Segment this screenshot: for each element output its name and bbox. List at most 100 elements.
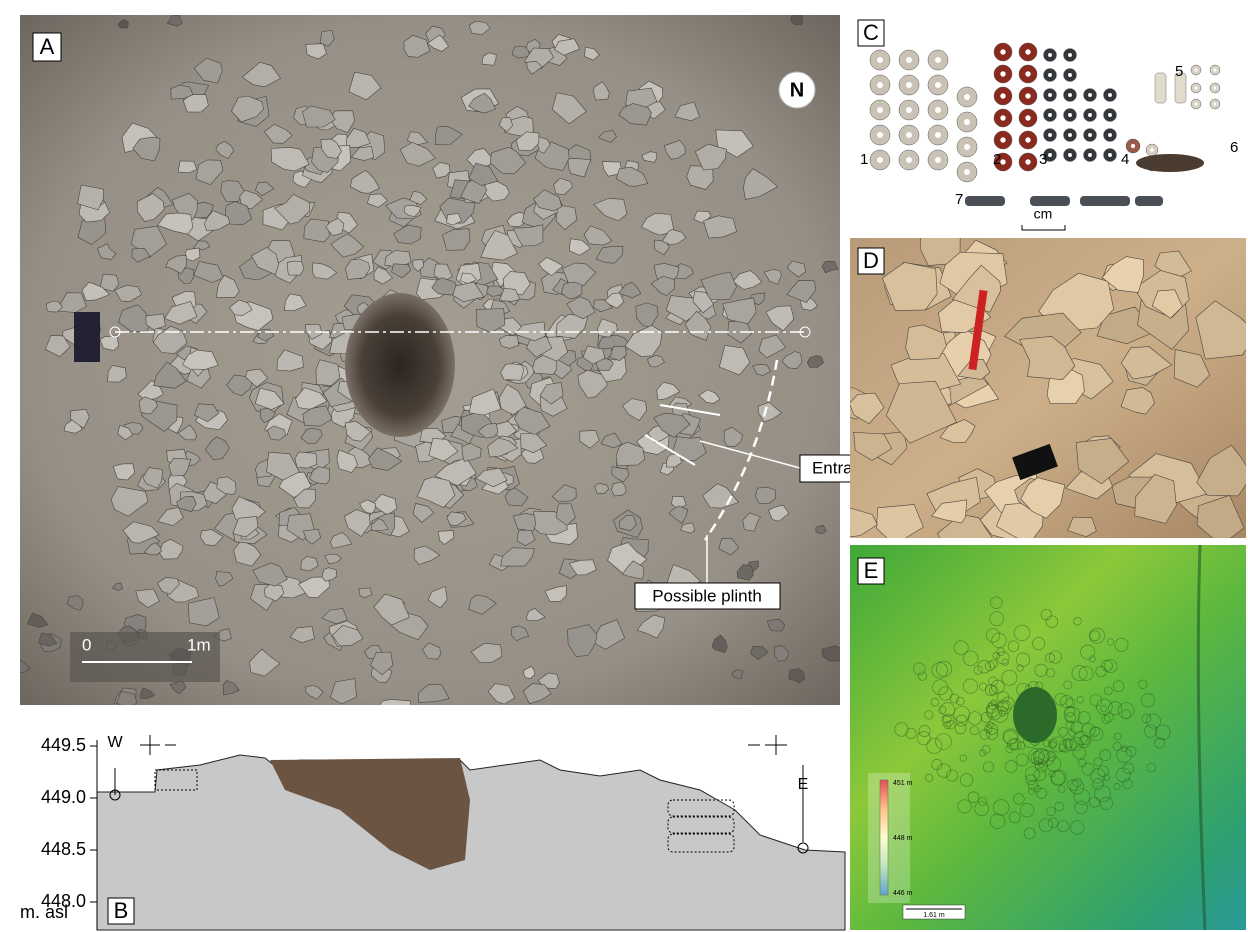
- bead: [1080, 196, 1130, 206]
- legend-label: 446 m: [893, 890, 913, 897]
- bead-hole: [877, 157, 883, 163]
- y-tick-label: 449.0: [41, 787, 86, 807]
- stone: [377, 699, 412, 719]
- bead-hole: [906, 82, 912, 88]
- scale-label: 1.61 m: [923, 912, 945, 919]
- north-label: N: [790, 79, 804, 101]
- bead-hole: [877, 107, 883, 113]
- y-ticks: 449.5449.0448.5448.0: [41, 735, 97, 911]
- group-label: 1: [860, 151, 868, 168]
- bead-hole: [1088, 153, 1092, 157]
- group-label: 6: [1230, 139, 1238, 156]
- group-label: 4: [1121, 151, 1129, 168]
- bead-hole: [1025, 93, 1030, 98]
- group-label: 5: [1175, 63, 1183, 80]
- bead-hole: [1048, 153, 1052, 157]
- stone: [295, 452, 317, 468]
- pendant: [1136, 154, 1204, 172]
- pit: [1013, 687, 1057, 743]
- scale-label: cm: [1034, 206, 1053, 222]
- bead-hole: [877, 132, 883, 138]
- bead-hole: [1000, 115, 1005, 120]
- bead-hole: [1000, 137, 1005, 142]
- bead-hole: [964, 119, 970, 125]
- bead-hole: [964, 144, 970, 150]
- bead-hole: [1088, 93, 1092, 97]
- bead-hole: [1048, 113, 1052, 117]
- bead-hole: [964, 94, 970, 100]
- legend-label: 448 m: [893, 835, 913, 842]
- stone: [287, 261, 304, 275]
- bead-hole: [1068, 113, 1072, 117]
- bead-hole: [935, 57, 941, 63]
- sign: [74, 312, 100, 362]
- bead-hole: [1068, 133, 1072, 137]
- scale-label: 0: [82, 635, 91, 654]
- bead-hole: [1048, 73, 1052, 77]
- bead-hole: [1068, 93, 1072, 97]
- bead-hole: [906, 57, 912, 63]
- pit: [345, 293, 455, 437]
- bead-hole: [1108, 133, 1112, 137]
- stone: [877, 505, 924, 545]
- bead: [1135, 196, 1163, 206]
- bead: [1155, 73, 1166, 103]
- legend-label: 451 m: [893, 780, 913, 787]
- bead-hole: [1150, 148, 1154, 152]
- bead-hole: [1108, 153, 1112, 157]
- bead-hole: [1048, 133, 1052, 137]
- group-label: 3: [1039, 151, 1047, 168]
- panel-label: C: [863, 20, 879, 45]
- bead-hole: [1108, 93, 1112, 97]
- bead-hole: [877, 57, 883, 63]
- bead-hole: [1048, 53, 1052, 57]
- bead-hole: [906, 107, 912, 113]
- section-marks: [140, 735, 787, 755]
- bead-hole: [1088, 133, 1092, 137]
- bead-hole: [964, 169, 970, 175]
- stone: [611, 482, 626, 496]
- bead-hole: [1214, 103, 1217, 106]
- bead-hole: [1000, 93, 1005, 98]
- bead-hole: [1195, 69, 1198, 72]
- bead-hole: [1195, 103, 1198, 106]
- east-label: E: [798, 776, 809, 793]
- bead-hole: [1214, 87, 1217, 90]
- unit-label: m. asl: [20, 902, 68, 922]
- bead-hole: [1131, 144, 1135, 148]
- bead-hole: [935, 107, 941, 113]
- bead-hole: [906, 132, 912, 138]
- panel-label: D: [863, 248, 879, 273]
- bead-hole: [1195, 87, 1198, 90]
- panel-label: E: [864, 558, 879, 583]
- panel-label: A: [40, 34, 55, 59]
- bead-hole: [1088, 113, 1092, 117]
- bead-hole: [1214, 69, 1217, 72]
- group-label: 2: [993, 151, 1001, 168]
- bead-hole: [935, 157, 941, 163]
- bead-hole: [1025, 71, 1030, 76]
- bead-hole: [1108, 113, 1112, 117]
- bead-hole: [1068, 53, 1072, 57]
- bead-hole: [1025, 115, 1030, 120]
- bead-hole: [1025, 49, 1030, 54]
- bead-hole: [1068, 153, 1072, 157]
- scale-label: 1m: [187, 635, 211, 654]
- bead: [1030, 196, 1070, 206]
- bead-hole: [877, 82, 883, 88]
- bead: [965, 196, 1005, 206]
- stone: [117, 691, 137, 709]
- bead-hole: [1025, 159, 1030, 164]
- bead-hole: [1068, 73, 1072, 77]
- stone: [304, 219, 330, 242]
- bead-hole: [1000, 71, 1005, 76]
- bead-hole: [1025, 137, 1030, 142]
- bead-hole: [1048, 93, 1052, 97]
- bead-hole: [935, 82, 941, 88]
- bead-hole: [935, 132, 941, 138]
- figure: N 0 1m A Entrance Possible plinth 449.54…: [0, 0, 1248, 932]
- y-tick-label: 448.5: [41, 839, 86, 859]
- beads: [870, 43, 1220, 206]
- scale-bar: [1022, 225, 1065, 230]
- west-label: W: [107, 734, 123, 751]
